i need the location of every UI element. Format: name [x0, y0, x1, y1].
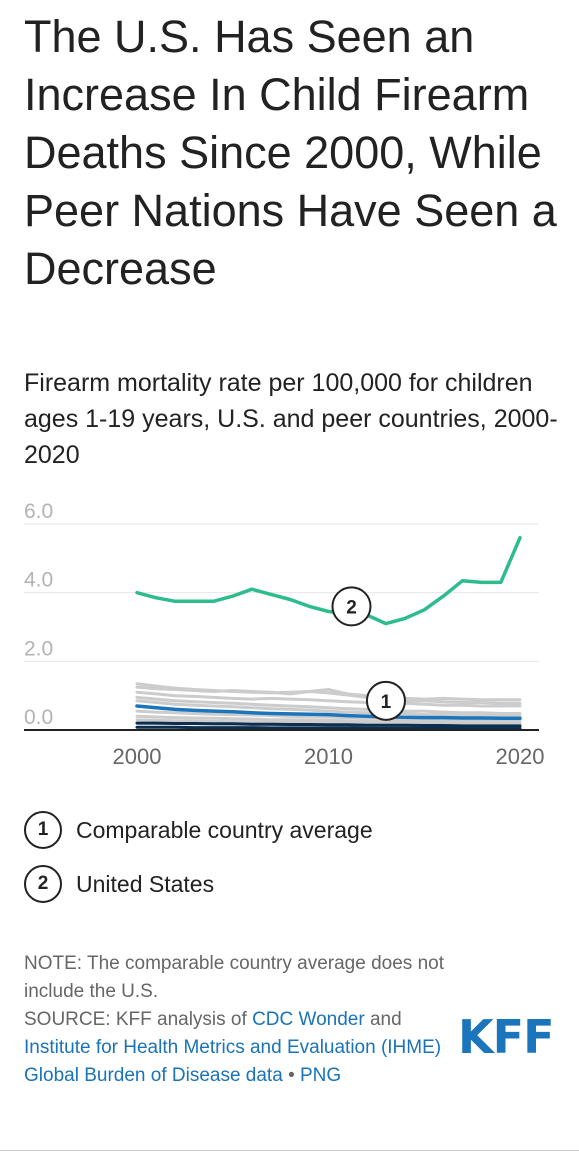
- annotation-marker-1: [365, 680, 406, 721]
- series-lines: [24, 535, 539, 731]
- x-tick-label: 2020: [496, 744, 545, 769]
- ihme-link[interactable]: Institute for Health Metrics and Evaluat…: [24, 1037, 442, 1086]
- source-and: and: [369, 1009, 402, 1030]
- legend-item-us: 2 United States: [24, 864, 373, 904]
- legend-marker-1: 1: [24, 811, 62, 849]
- grid-lines: [24, 523, 539, 662]
- peer-country-line-dark: [135, 721, 522, 728]
- x-tick-label: 2010: [304, 744, 353, 769]
- peer-country-line: [135, 690, 522, 708]
- x-tick-label: 2000: [113, 744, 162, 769]
- annotation-marker-2: [331, 586, 372, 627]
- x-axis-ticks: 2000 2010 2020: [113, 744, 545, 769]
- line-chart: 6.04.02.00.0 2000 2010 2020 21: [24, 500, 545, 769]
- peer-country-line: [135, 695, 522, 715]
- notes: NOTE: The comparable country average doe…: [24, 950, 444, 1090]
- y-tick-label: 4.0: [24, 569, 53, 592]
- kff-logo[interactable]: KFF: [458, 1010, 554, 1064]
- legend-label-us: United States: [76, 870, 215, 897]
- annotation-label-2: 2: [346, 597, 357, 618]
- bullet-separator: •: [288, 1065, 295, 1086]
- peer-country-line: [135, 685, 522, 702]
- annotation-label-1: 1: [381, 692, 392, 713]
- bottom-divider: [0, 1150, 579, 1151]
- chart-subtitle: Firearm mortality rate per 100,000 for c…: [24, 369, 558, 469]
- y-axis-ticks: 6.0 4.0 2.0 0.0: [24, 500, 53, 729]
- legend-label-average: Comparable country average: [76, 816, 373, 843]
- peer-country-line-dark: [135, 725, 522, 730]
- y-tick-label: 0.0: [24, 706, 53, 729]
- y-tick-label: 2.0: [24, 637, 53, 660]
- series-annotations: 21: [331, 586, 406, 721]
- average-series-line: [135, 704, 522, 721]
- legend: 1 Comparable country average 2 United St…: [24, 810, 373, 918]
- us-series-line: [135, 535, 522, 626]
- y-tick-label: 6.0: [24, 500, 53, 523]
- source-prefix: SOURCE: KFF analysis of: [24, 1009, 247, 1030]
- legend-item-average: 1 Comparable country average: [24, 810, 373, 850]
- cdc-wonder-link[interactable]: CDC Wonder: [252, 1009, 365, 1030]
- legend-marker-2: 2: [24, 865, 62, 903]
- source-text: SOURCE: KFF analysis of CDC Wonder and I…: [24, 1006, 444, 1090]
- peer-country-line: [135, 714, 522, 724]
- note-text: NOTE: The comparable country average doe…: [24, 953, 444, 1002]
- peer-country-line: [135, 699, 522, 718]
- chart-title: The U.S. Has Seen an Increase In Child F…: [24, 11, 557, 294]
- png-download-link[interactable]: PNG: [300, 1065, 342, 1086]
- peer-country-line: [135, 718, 522, 726]
- peer-country-lines: [135, 682, 522, 730]
